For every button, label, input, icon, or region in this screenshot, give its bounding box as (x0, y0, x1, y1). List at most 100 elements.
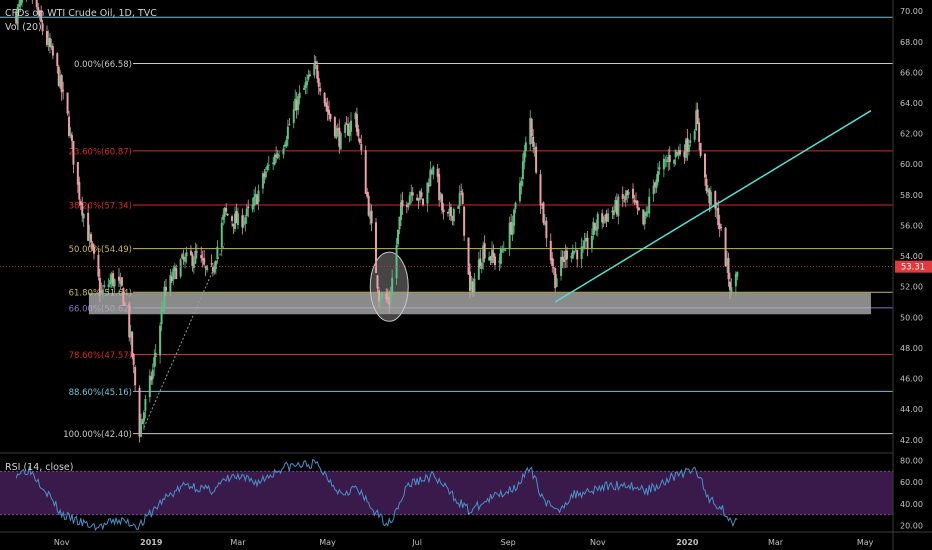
candle-body (244, 217, 247, 224)
candle-body (16, 7, 19, 24)
candle-body (533, 148, 536, 150)
candle-body (140, 422, 142, 437)
candle-body (728, 281, 731, 290)
candle-body (66, 92, 69, 114)
candle-body (119, 279, 122, 284)
candle-body (448, 208, 451, 213)
candle-body (734, 273, 737, 287)
candle-body (470, 281, 473, 290)
price-tick-label: 68.00 (900, 38, 923, 47)
candle-body (226, 213, 229, 216)
candle-body (81, 203, 84, 216)
candle-body (181, 254, 184, 259)
candle-body (151, 369, 154, 379)
candle-body (551, 257, 554, 267)
candle-body (78, 181, 81, 200)
candle-body (726, 258, 729, 265)
candle-body (379, 300, 382, 303)
candle-body (535, 146, 538, 173)
candle-body (276, 153, 279, 159)
candle-body (298, 92, 301, 99)
candle-body (283, 144, 286, 147)
candle-body (420, 192, 423, 197)
candle-body (241, 215, 244, 228)
candle-body (68, 116, 71, 136)
candle-body (40, 10, 43, 22)
candle-body (256, 195, 259, 205)
candle-body (604, 215, 607, 217)
candle-body (427, 184, 430, 187)
candle-body (642, 209, 645, 225)
candle-body (210, 263, 213, 265)
candle-body (699, 142, 702, 156)
candle-body (303, 87, 306, 90)
fib-label: 50.00%(54.49) (69, 245, 132, 255)
candle-body (18, 3, 21, 7)
candle-body (565, 250, 568, 260)
candle-body (222, 214, 225, 220)
candle-body (87, 212, 90, 241)
time-tick-label: Sep (501, 538, 516, 547)
candle-body (234, 213, 236, 230)
candle-body (344, 124, 347, 134)
candle-body (307, 75, 310, 80)
candle-body (389, 295, 392, 302)
candle-body (499, 248, 502, 264)
candle-body (416, 197, 419, 201)
candle-body (191, 254, 194, 267)
candle-body (471, 281, 474, 293)
candle-body (521, 161, 524, 179)
candle-body (441, 194, 444, 211)
candle-body (408, 195, 411, 205)
candle-body (436, 168, 439, 177)
candle-body (563, 259, 565, 262)
candle-body (580, 246, 583, 260)
candle-body (122, 288, 125, 306)
candle-body (60, 75, 63, 93)
candle-body (633, 200, 636, 202)
candle-body (163, 286, 166, 308)
candle-body (602, 216, 605, 224)
candle-body (585, 237, 588, 242)
candle-body (461, 192, 464, 204)
candle-body (113, 279, 116, 287)
candle-body (451, 215, 454, 221)
candle-body (399, 202, 402, 220)
rsi-line-path (15, 458, 738, 532)
candle-body (264, 171, 267, 178)
candle-body (483, 243, 486, 259)
candle-body (251, 204, 254, 210)
candle-body (492, 252, 495, 258)
candle-body (695, 110, 698, 131)
candle-body (693, 131, 696, 140)
candle-body (110, 274, 113, 283)
candle-body (539, 174, 542, 205)
candle-body (153, 357, 156, 368)
candle-body (449, 207, 452, 217)
candle-body (272, 162, 275, 165)
price-tick-label: 58.00 (900, 191, 923, 200)
candle-body (457, 206, 460, 209)
candle-body (182, 257, 185, 260)
candle-body (439, 193, 442, 200)
candle-body (339, 132, 342, 150)
candle-body (549, 240, 552, 261)
candle-body (336, 129, 339, 131)
candle-body (204, 266, 207, 268)
fib-label: 88.60%(45.16) (69, 388, 132, 398)
candle-body (655, 179, 658, 188)
candle-body (686, 138, 689, 152)
price-tick-label: 52.00 (900, 283, 923, 292)
candle-body (100, 290, 103, 292)
candle-body (417, 199, 420, 201)
candle-body (360, 144, 363, 151)
candle-body (493, 256, 496, 266)
candle-body (366, 191, 369, 197)
candle-body (305, 80, 308, 86)
candle-body (317, 78, 320, 87)
candle-body (664, 159, 667, 161)
candle-body (369, 211, 372, 219)
candle-body (391, 277, 394, 295)
candle-body (131, 331, 134, 358)
